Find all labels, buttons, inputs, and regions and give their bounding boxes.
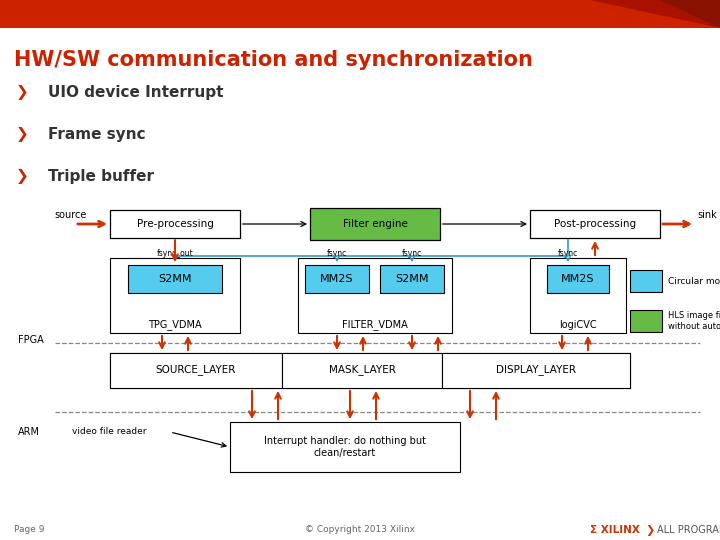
- Polygon shape: [660, 0, 720, 28]
- Bar: [530, 258, 626, 333]
- Bar: [298, 258, 452, 333]
- Text: video file reader: video file reader: [72, 428, 146, 436]
- Text: MASK_LAYER: MASK_LAYER: [328, 364, 395, 375]
- Bar: [110, 353, 282, 388]
- Text: fsync: fsync: [402, 249, 422, 258]
- Bar: [442, 353, 630, 388]
- Text: sink: sink: [697, 210, 716, 220]
- Bar: [310, 208, 440, 240]
- Text: ❯: ❯: [16, 85, 29, 100]
- Bar: [128, 265, 222, 293]
- Polygon shape: [590, 0, 720, 28]
- Text: Triple buffer: Triple buffer: [48, 169, 154, 184]
- Text: logiCVC: logiCVC: [559, 320, 597, 330]
- Text: fsync: fsync: [327, 249, 347, 258]
- Text: Pre-processing: Pre-processing: [137, 219, 213, 229]
- Text: UIO device Interrupt: UIO device Interrupt: [48, 85, 223, 100]
- Text: HW/SW communication and synchronization: HW/SW communication and synchronization: [14, 50, 533, 70]
- Text: Interrupt handler: do nothing but
clean/restart: Interrupt handler: do nothing but clean/…: [264, 436, 426, 458]
- Text: S2MM: S2MM: [158, 274, 192, 284]
- Text: FPGA: FPGA: [18, 335, 44, 345]
- Text: ARM: ARM: [18, 427, 40, 437]
- Text: FILTER_VDMA: FILTER_VDMA: [342, 320, 408, 330]
- Text: MM2S: MM2S: [320, 274, 354, 284]
- Text: Filter engine: Filter engine: [343, 219, 408, 229]
- Text: Post-processing: Post-processing: [554, 219, 636, 229]
- Text: ❯: ❯: [645, 524, 654, 536]
- Text: HLS image filter
without auto-restart: HLS image filter without auto-restart: [668, 311, 720, 330]
- Bar: [230, 422, 460, 472]
- Text: Circular mode: Circular mode: [668, 276, 720, 286]
- Text: SOURCE_LAYER: SOURCE_LAYER: [156, 364, 236, 375]
- Text: Page 9: Page 9: [14, 525, 45, 535]
- Text: TPG_VDMA: TPG_VDMA: [148, 320, 202, 330]
- Bar: [110, 258, 240, 333]
- Text: S2MM: S2MM: [395, 274, 428, 284]
- Text: DISPLAY_LAYER: DISPLAY_LAYER: [496, 364, 576, 375]
- Bar: [547, 265, 609, 293]
- Text: © Copyright 2013 Xilinx: © Copyright 2013 Xilinx: [305, 525, 415, 535]
- Text: ❯: ❯: [16, 127, 29, 142]
- Bar: [305, 265, 369, 293]
- Bar: [380, 265, 444, 293]
- Bar: [110, 210, 240, 238]
- Bar: [530, 210, 660, 238]
- Bar: [282, 353, 442, 388]
- Bar: [110, 353, 630, 388]
- Bar: [630, 310, 662, 332]
- Text: Frame sync: Frame sync: [48, 127, 145, 142]
- Text: MM2S: MM2S: [562, 274, 595, 284]
- Text: Σ XILINX: Σ XILINX: [590, 525, 640, 535]
- Text: fsync_out: fsync_out: [157, 249, 194, 258]
- Text: fsync: fsync: [558, 249, 578, 258]
- Text: ❯: ❯: [16, 169, 29, 184]
- Bar: [630, 270, 662, 292]
- Text: source: source: [54, 210, 86, 220]
- Bar: [0, 0, 720, 28]
- Text: ALL PROGRAMMABLE.: ALL PROGRAMMABLE.: [657, 525, 720, 535]
